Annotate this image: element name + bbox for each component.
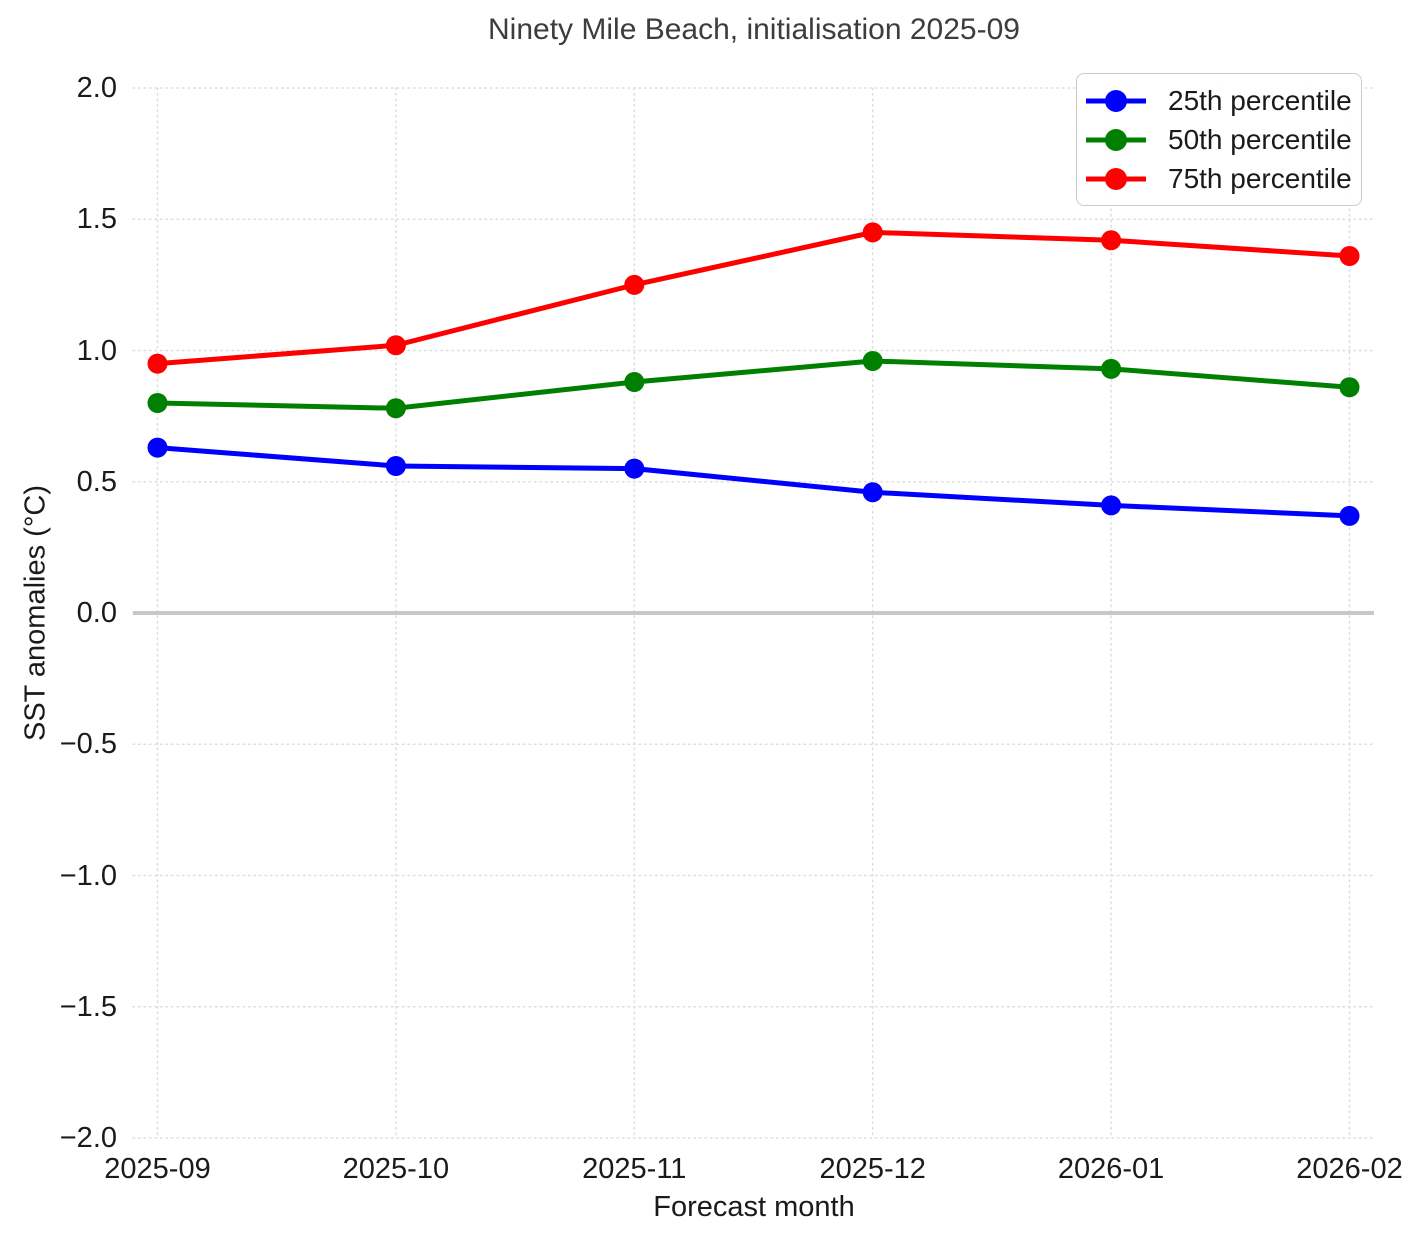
data-point-25th-percentile-2025-09: [147, 437, 168, 458]
data-point-50th-percentile-2025-12: [862, 351, 883, 371]
y-tick-label: 1.5: [76, 203, 117, 236]
y-tick-label: −1.0: [59, 859, 117, 892]
data-point-25th-percentile-2025-11: [624, 458, 645, 479]
x-tick-label: 2025-11: [582, 1153, 687, 1185]
data-point-25th-percentile-2026-01: [1101, 495, 1122, 516]
data-point-25th-percentile-2025-12: [862, 482, 883, 503]
legend: 25th percentile 50th percentile 75th perce…: [1076, 73, 1362, 206]
y-tick-label: 0.5: [76, 465, 117, 498]
data-point-50th-percentile-2025-11: [624, 372, 645, 392]
y-tick-label: −0.5: [59, 728, 117, 761]
data-point-25th-percentile-2025-10: [385, 456, 406, 476]
x-axis-label: Forecast month: [653, 1191, 855, 1223]
series-line-25th-percentile: [155, 445, 1352, 519]
legend-label: 50th percentile: [1168, 123, 1352, 155]
data-point-25th-percentile-2026-02: [1339, 505, 1360, 526]
data-point-75th-percentile-2026-01: [1101, 230, 1122, 251]
x-tick-label: 2025-10: [342, 1153, 450, 1185]
legend-item-50th-percentile: 50th percentile: [1086, 120, 1352, 159]
x-tick-label: 2025-12: [819, 1153, 926, 1185]
legend-item-75th-percentile: 75th percentile: [1086, 159, 1352, 198]
chart-title: Ninety Mile Beach, initialisation 2025-0…: [488, 13, 1020, 46]
x-tick-label: 2025-09: [104, 1153, 211, 1185]
legend-label: 75th percentile: [1168, 162, 1352, 194]
data-point-75th-percentile-2025-11: [624, 274, 645, 295]
x-tick-label: 2026-02: [1296, 1153, 1403, 1185]
data-point-50th-percentile-2026-01: [1101, 358, 1122, 379]
data-point-50th-percentile-2026-02: [1339, 377, 1360, 398]
y-tick-label: 1.0: [76, 334, 117, 367]
legend-item-25th-percentile: 25th percentile: [1086, 81, 1352, 120]
data-point-75th-percentile-2025-09: [147, 353, 168, 374]
data-point-75th-percentile-2025-12: [862, 222, 883, 243]
data-point-75th-percentile-2026-02: [1339, 246, 1360, 266]
data-point-50th-percentile-2025-09: [147, 393, 168, 413]
legend-line-marker-icon: [1086, 128, 1146, 152]
data-point-50th-percentile-2025-10: [385, 398, 406, 419]
legend-label: 25th percentile: [1168, 84, 1352, 116]
y-tick-label: 2.0: [76, 72, 117, 104]
y-tick-label: −1.5: [59, 990, 117, 1023]
legend-line-marker-icon: [1086, 89, 1146, 113]
data-point-75th-percentile-2025-10: [385, 335, 406, 356]
legend-line-marker-icon: [1086, 167, 1146, 191]
y-tick-label: −2.0: [59, 1122, 117, 1154]
y-tick-label: 0.0: [76, 597, 117, 629]
series-line-75th-percentile: [155, 229, 1352, 367]
x-tick-label: 2026-01: [1057, 1153, 1165, 1185]
series-line-50th-percentile: [155, 358, 1352, 411]
